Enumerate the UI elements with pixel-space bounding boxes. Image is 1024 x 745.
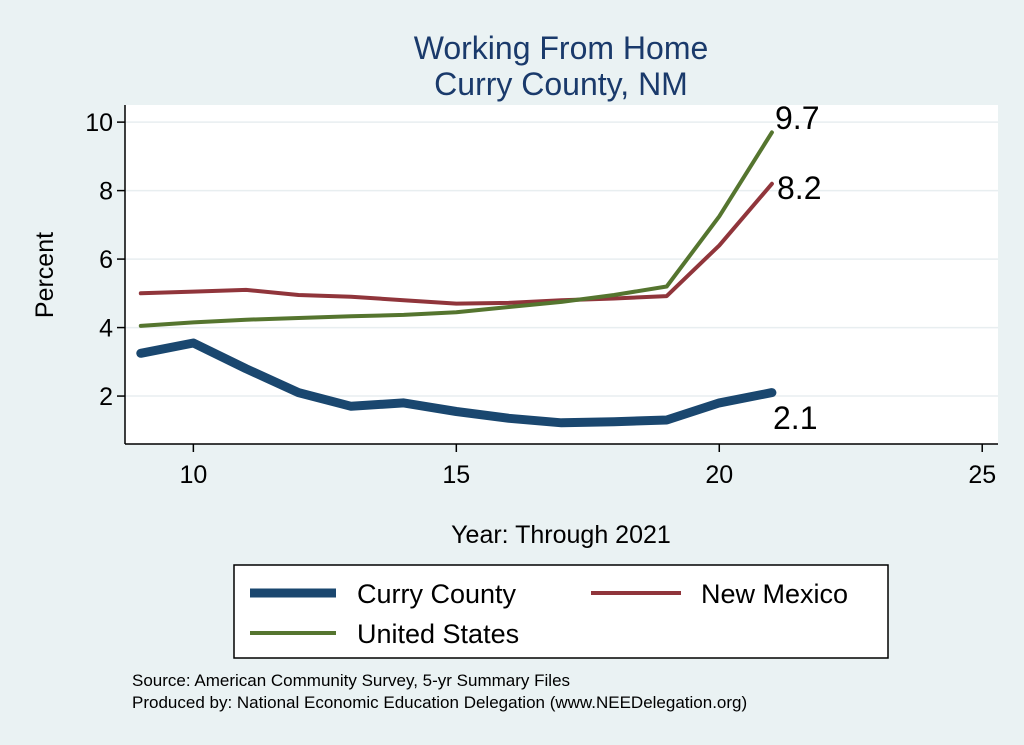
y-axis-label: Percent xyxy=(31,232,59,318)
x-tick-label-15: 15 xyxy=(442,461,470,489)
y-tick-label-4: 4 xyxy=(99,315,113,343)
series-line-new-mexico xyxy=(138,181,774,306)
y-tick-label-8: 8 xyxy=(99,178,113,206)
end-label-curry-county: 2.1 xyxy=(773,400,817,436)
chart-subtitle: Curry County, NM xyxy=(434,66,688,102)
legend-label-curry-county: Curry County xyxy=(357,579,517,609)
series-line-united-states xyxy=(138,130,774,328)
y-tick-label-2: 2 xyxy=(99,383,113,411)
x-tick-label-20: 20 xyxy=(705,461,733,489)
series-line-curry-county xyxy=(136,338,777,428)
producer-note: Produced by: National Economic Education… xyxy=(132,693,747,712)
x-ticks: 10 15 20 25 xyxy=(179,444,996,489)
source-note: Source: American Community Survey, 5-yr … xyxy=(132,671,570,690)
end-label-new-mexico: 8.2 xyxy=(777,170,821,206)
series-group xyxy=(136,130,777,428)
y-ticks: 2 4 6 8 10 xyxy=(85,109,125,411)
y-tick-label-10: 10 xyxy=(85,109,113,137)
x-tick-label-25: 25 xyxy=(968,461,996,489)
legend: Curry County New Mexico United States xyxy=(233,564,889,659)
gridlines xyxy=(125,121,998,397)
x-axis-label: Year: Through 2021 xyxy=(451,521,671,549)
y-tick-label-6: 6 xyxy=(99,246,113,274)
plot-area xyxy=(125,105,998,444)
chart-title: Working From Home xyxy=(414,30,709,66)
legend-box xyxy=(233,564,889,659)
legend-label-united-states: United States xyxy=(357,619,519,649)
end-label-united-states: 9.7 xyxy=(775,100,819,136)
x-tick-label-10: 10 xyxy=(179,461,207,489)
legend-label-new-mexico: New Mexico xyxy=(701,579,848,609)
